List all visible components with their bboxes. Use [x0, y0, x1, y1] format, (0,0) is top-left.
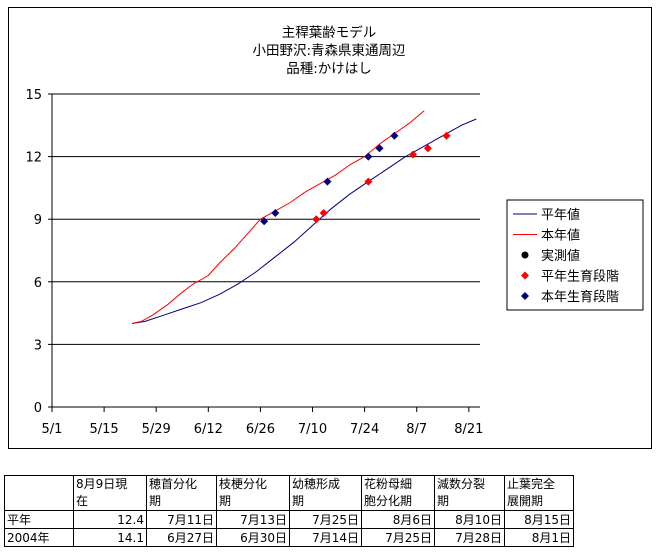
- table-row: 2004年 14.1 6月27日 6月30日 7月14日 7月25日 7月28日…: [4, 528, 574, 547]
- y-tick-label: 9: [34, 213, 42, 228]
- legend-box: [506, 199, 644, 311]
- data-point: [271, 208, 280, 217]
- table-cell: 6月30日: [216, 528, 290, 547]
- data-point: [319, 208, 328, 217]
- data-point: [260, 217, 269, 226]
- legend-swatch: [521, 271, 529, 280]
- table-cell: 7月11日: [146, 510, 217, 529]
- series-line: [131, 118, 477, 324]
- legend-label: 平年値: [541, 207, 580, 223]
- x-tick-label: 6/12: [194, 422, 223, 437]
- data-point: [423, 144, 432, 153]
- y-tick-label: 0: [34, 401, 42, 416]
- plot-area: [52, 94, 480, 407]
- y-tick-label: 15: [25, 88, 42, 103]
- table-header-cell: [4, 475, 74, 511]
- legend-label: 実測値: [541, 248, 580, 264]
- x-tick-label: 5/1: [42, 422, 63, 437]
- data-point: [442, 131, 451, 140]
- table-cell: 8月15日: [504, 510, 574, 529]
- growth-stage-table: 8月9日現在 穂首分化期 枝梗分化期 幼穂形成期 花粉母細 胞分化期 減数分裂期 …: [4, 475, 574, 547]
- x-tick-label: 8/7: [406, 422, 427, 437]
- chart-svg: 主稈葉齢モデル 小田野沢:青森県東通周辺 品種:かけはし 0 3 6 9 12 15 5/1…: [25, 24, 644, 437]
- table-header-cell: 幼穂形成期: [289, 475, 362, 511]
- data-point: [409, 150, 418, 159]
- x-tick-label: 5/29: [142, 422, 171, 437]
- table-cell: 7月25日: [289, 510, 362, 529]
- y-tick-label: 6: [34, 276, 42, 291]
- y-tick-label: 12: [25, 151, 42, 166]
- table-header-cell: 止葉完全 展開期: [504, 475, 574, 511]
- table-cell: 14.1: [73, 528, 147, 547]
- x-tick-label: 7/10: [298, 422, 327, 437]
- x-tick-label: 7/24: [350, 422, 379, 437]
- table-header-cell: 減数分裂期: [434, 475, 505, 511]
- table-header-cell: 枝梗分化期: [216, 475, 290, 511]
- chart-title-line-1: 主稈葉齢モデル: [282, 24, 377, 41]
- data-point: [364, 177, 373, 186]
- data-point: [390, 131, 399, 140]
- table-cell: 7月25日: [361, 528, 435, 547]
- table-header-cell: 8月9日現在: [73, 475, 147, 511]
- data-point: [375, 144, 384, 153]
- table-row-label: 2004年: [4, 528, 74, 547]
- data-point: [323, 177, 332, 186]
- x-tick-label: 6/26: [246, 422, 275, 437]
- legend-swatch: [521, 292, 529, 300]
- table-cell: 8月6日: [361, 510, 435, 529]
- table-row: 平年 12.4 7月11日 7月13日 7月25日 8月6日 8月10日 8月1…: [4, 510, 574, 529]
- chart-title-line-2: 小田野沢:青森県東通周辺: [252, 43, 406, 59]
- series-line: [131, 110, 425, 324]
- x-tick-label: 5/15: [90, 422, 119, 437]
- table-cell: 7月28日: [434, 528, 505, 547]
- data-point: [364, 152, 373, 161]
- table-header-cell: 穂首分化期: [146, 475, 217, 511]
- legend-label: 本年値: [541, 228, 580, 244]
- legend-label: 本年生育段階: [541, 289, 619, 305]
- x-tick-label: 8/21: [454, 422, 483, 437]
- table-cell: 12.4: [73, 510, 147, 529]
- table-header-row: 8月9日現在 穂首分化期 枝梗分化期 幼穂形成期 花粉母細 胞分化期 減数分裂期 …: [4, 475, 574, 511]
- chart-title-line-3: 品種:かけはし: [286, 61, 372, 77]
- table-cell: 7月13日: [216, 510, 290, 529]
- plot-layer: 0 3 6 9 12 15 5/1 5/15 5/29 6/12 6/26 7/10 7/24 8/7 8/…: [25, 88, 483, 437]
- legend-label: 平年生育段階: [541, 269, 619, 285]
- table-header-cell: 花粉母細 胞分化期: [361, 475, 435, 511]
- table-cell: 6月27日: [146, 528, 217, 547]
- table-cell: 7月14日: [289, 528, 362, 547]
- data-point: [312, 215, 321, 224]
- chart-frame: 主稈葉齢モデル 小田野沢:青森県東通周辺 品種:かけはし 0 3 6 9 12 15 5/1…: [8, 7, 652, 449]
- y-tick-label: 3: [34, 338, 42, 353]
- table-cell: 8月10日: [434, 510, 505, 529]
- legend-swatch: [521, 251, 529, 259]
- table-cell: 8月1日: [504, 528, 574, 547]
- table-row-label: 平年: [4, 510, 74, 529]
